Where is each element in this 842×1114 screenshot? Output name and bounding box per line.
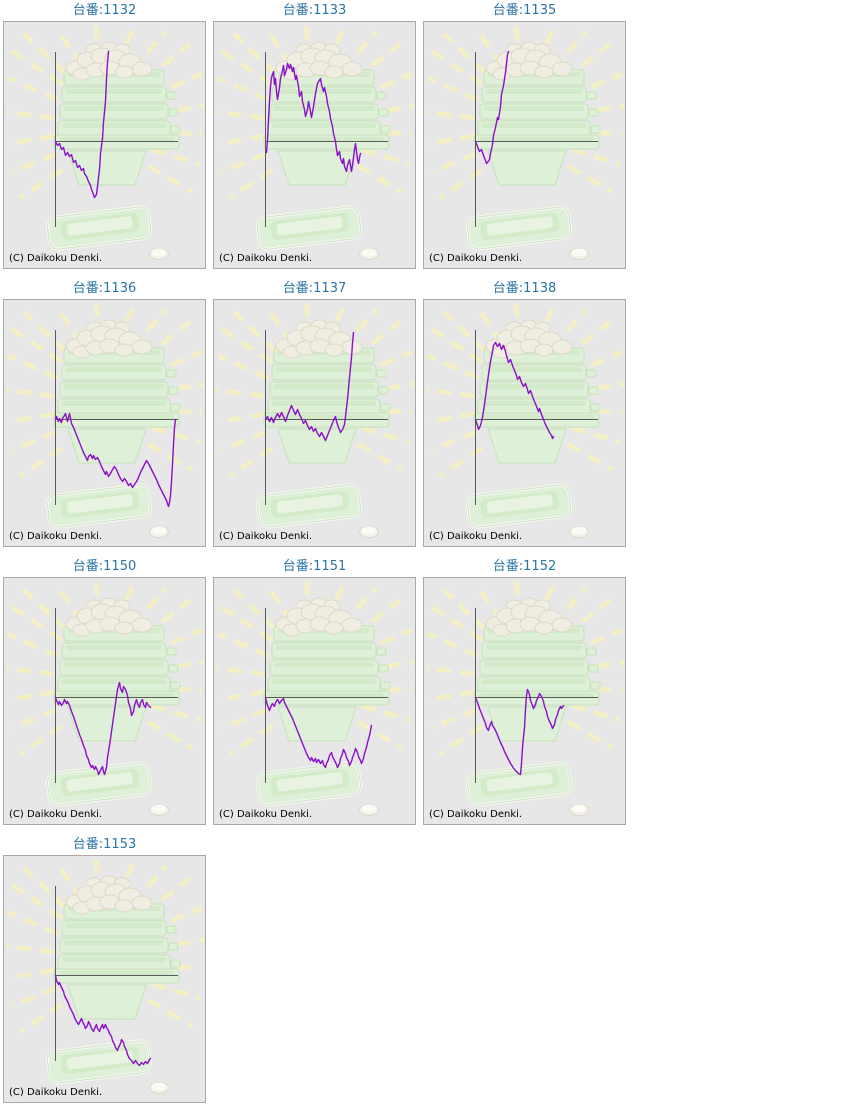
copyright-label: (C) Daikoku Denki. bbox=[429, 531, 523, 542]
machine-title: 台番:1136 bbox=[72, 281, 137, 296]
machine-graph-unit: 台番:1136 (C) Daikoku Denki. bbox=[3, 280, 206, 547]
machine-title: 台番:1150 bbox=[72, 559, 137, 574]
machine-graph-unit: 台番:1151 (C) Daikoku Denki. bbox=[213, 558, 416, 825]
machine-graph-unit: 台番:1135 (C) Daikoku Denki. bbox=[423, 2, 626, 269]
slump-graph bbox=[424, 578, 625, 824]
copyright-label: (C) Daikoku Denki. bbox=[219, 809, 313, 820]
copyright-label: (C) Daikoku Denki. bbox=[429, 809, 523, 820]
machine-graph-unit: 台番:1152 (C) Daikoku Denki. bbox=[423, 558, 626, 825]
machine-illustration-icon bbox=[216, 26, 414, 260]
slump-line bbox=[54, 412, 177, 508]
slump-line bbox=[474, 341, 555, 440]
graph-panel: (C) Daikoku Denki. bbox=[213, 21, 416, 269]
machine-graph-unit: 台番:1137 (C) Daikoku Denki. bbox=[213, 280, 416, 547]
machine-title: 台番:1132 bbox=[72, 3, 137, 18]
copyright-label: (C) Daikoku Denki. bbox=[219, 253, 313, 264]
machine-title: 台番:1138 bbox=[492, 281, 557, 296]
slump-graph bbox=[424, 300, 625, 546]
slump-graph bbox=[214, 22, 415, 268]
slump-line bbox=[474, 688, 565, 776]
graph-panel: (C) Daikoku Denki. bbox=[423, 21, 626, 269]
slump-graph bbox=[4, 300, 205, 546]
slump-graph bbox=[424, 22, 625, 268]
machine-illustration-icon bbox=[426, 26, 624, 260]
slump-line bbox=[264, 331, 355, 442]
graph-panel: (C) Daikoku Denki. bbox=[3, 21, 206, 269]
machine-illustration-icon bbox=[6, 582, 204, 816]
slump-line bbox=[474, 50, 510, 165]
machine-graph-unit: 台番:1153 (C) Daikoku Denki. bbox=[3, 836, 206, 1103]
graph-panel: (C) Daikoku Denki. bbox=[213, 577, 416, 825]
graph-panel: (C) Daikoku Denki. bbox=[213, 299, 416, 547]
machine-graph-unit: 台番:1132 (C) Daikoku Denki. bbox=[3, 2, 206, 269]
slump-graph bbox=[4, 856, 205, 1102]
graph-panel: (C) Daikoku Denki. bbox=[3, 577, 206, 825]
slump-line bbox=[54, 50, 110, 199]
machine-illustration-icon bbox=[6, 26, 204, 260]
copyright-label: (C) Daikoku Denki. bbox=[9, 809, 103, 820]
machine-graph-unit: 台番:1150 (C) Daikoku Denki. bbox=[3, 558, 206, 825]
machine-title: 台番:1153 bbox=[72, 837, 137, 852]
machine-illustration-icon bbox=[6, 860, 204, 1094]
graph-panel: (C) Daikoku Denki. bbox=[3, 299, 206, 547]
slump-graph bbox=[214, 578, 415, 824]
machine-title: 台番:1135 bbox=[492, 3, 557, 18]
copyright-label: (C) Daikoku Denki. bbox=[429, 253, 523, 264]
copyright-label: (C) Daikoku Denki. bbox=[9, 531, 103, 542]
machine-graph-unit: 台番:1133 (C) Daikoku Denki. bbox=[213, 2, 416, 269]
graph-panel: (C) Daikoku Denki. bbox=[423, 577, 626, 825]
slump-graph bbox=[4, 578, 205, 824]
slump-line bbox=[264, 696, 373, 769]
copyright-label: (C) Daikoku Denki. bbox=[9, 253, 103, 264]
slump-line bbox=[265, 62, 362, 173]
slump-line bbox=[54, 681, 152, 776]
machine-title: 台番:1137 bbox=[282, 281, 347, 296]
machine-title: 台番:1133 bbox=[282, 3, 347, 18]
machine-illustration-icon bbox=[6, 304, 204, 538]
machine-illustration-icon bbox=[426, 304, 624, 538]
slump-graph bbox=[214, 300, 415, 546]
graph-panel: (C) Daikoku Denki. bbox=[3, 855, 206, 1103]
slump-graph bbox=[4, 22, 205, 268]
machine-illustration-icon bbox=[216, 304, 414, 538]
machine-title: 台番:1151 bbox=[282, 559, 347, 574]
copyright-label: (C) Daikoku Denki. bbox=[219, 531, 313, 542]
copyright-label: (C) Daikoku Denki. bbox=[9, 1087, 103, 1098]
machine-illustration-icon bbox=[426, 582, 624, 816]
machine-title: 台番:1152 bbox=[492, 559, 557, 574]
machine-illustration-icon bbox=[216, 582, 414, 816]
machine-graph-unit: 台番:1138 (C) Daikoku Denki. bbox=[423, 280, 626, 547]
graph-panel: (C) Daikoku Denki. bbox=[423, 299, 626, 547]
